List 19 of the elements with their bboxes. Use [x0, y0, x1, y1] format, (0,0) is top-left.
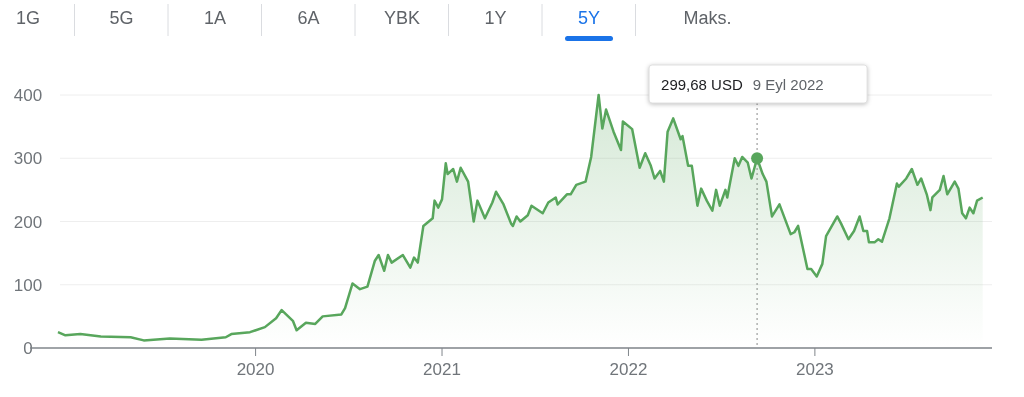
- y-tick-label: 100: [13, 275, 43, 295]
- x-tick-label: 2022: [609, 360, 648, 379]
- text: 6A: [297, 8, 320, 28]
- text: 299,68 USD: [661, 76, 743, 93]
- text: Maks.: [683, 8, 732, 28]
- text: 5G: [109, 8, 134, 28]
- text: 1A: [203, 8, 227, 28]
- text: 5Y: [577, 8, 601, 28]
- text: 1Y: [484, 8, 507, 28]
- y-tick-label: 300: [13, 149, 43, 169]
- y-tick-label: 0: [23, 339, 33, 358]
- y-tick-label: 200: [13, 212, 43, 232]
- text: YBK: [383, 8, 421, 28]
- text: 9 Eyl 2022: [752, 76, 824, 93]
- x-tick-label: 2023: [795, 360, 834, 379]
- x-tick-label: 2020: [236, 360, 275, 379]
- x-tick-label: 2021: [423, 360, 461, 379]
- text: 1G: [15, 8, 41, 28]
- y-tick-label: 400: [13, 86, 43, 105]
